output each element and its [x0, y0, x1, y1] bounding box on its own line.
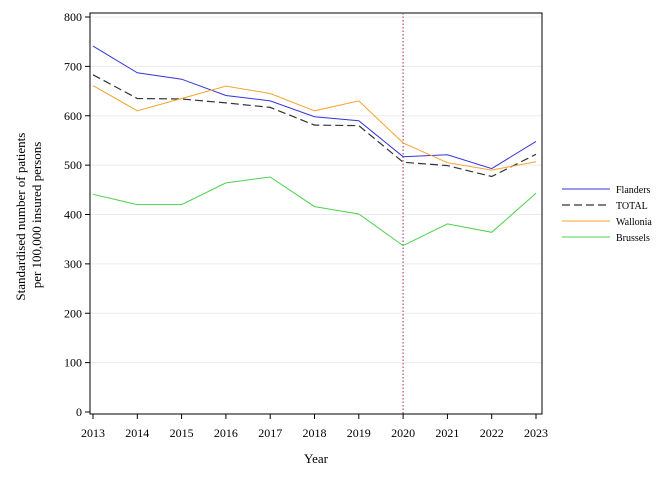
x-tick-label-2022: 2022 [480, 426, 504, 440]
x-tick-label-2016: 2016 [214, 426, 238, 440]
x-tick-label-2021: 2021 [435, 426, 459, 440]
x-tick-label-2015: 2015 [170, 426, 194, 440]
y-tick-label-100: 100 [64, 356, 82, 370]
legend-label-wallonia: Wallonia [616, 217, 652, 228]
y-tick-label-200: 200 [64, 306, 82, 320]
y-tick-label-800: 800 [64, 10, 82, 24]
y-tick-label-500: 500 [64, 158, 82, 172]
y-axis: 0 100 200 300 400 500 600 700 800 [64, 10, 90, 419]
x-tick-label-2023: 2023 [524, 426, 548, 440]
series-line-flanders [92, 45, 537, 170]
y-tick-label-400: 400 [64, 208, 82, 222]
legend-label-total: TOTAL [616, 201, 648, 212]
y-tick-label-300: 300 [64, 257, 82, 271]
x-axis-label: Year [304, 451, 329, 466]
y-tick-label-0: 0 [76, 405, 82, 419]
series-lines [92, 45, 537, 247]
x-tick-label-2020: 2020 [391, 426, 415, 440]
y-axis-label-line-1: Standardised number of patients [13, 133, 28, 301]
x-tick-label-2019: 2019 [347, 426, 371, 440]
x-tick-label-2017: 2017 [258, 426, 282, 440]
x-tick-label-2018: 2018 [303, 426, 327, 440]
series-line-brussels [92, 176, 537, 247]
x-axis: 2013 2014 2015 2016 2017 2018 2019 2020 2021 2022… [81, 414, 548, 440]
y-axis-label: Standardised number of patients per 100,… [13, 129, 44, 300]
legend: Flanders TOTAL Wallonia Brussels [562, 185, 652, 244]
y-tick-label-700: 700 [64, 59, 82, 73]
y-axis-label-line-2: per 100,000 insured persons [29, 142, 44, 289]
gridlines [90, 16, 542, 364]
x-tick-label-2014: 2014 [125, 426, 149, 440]
series-line-total [92, 74, 537, 178]
legend-label-brussels: Brussels [616, 233, 650, 244]
series-line-wallonia [92, 85, 537, 171]
legend-label-flanders: Flanders [616, 185, 651, 196]
y-tick-label-600: 600 [64, 109, 82, 123]
x-tick-label-2013: 2013 [81, 426, 105, 440]
plot-frame [89, 12, 543, 415]
